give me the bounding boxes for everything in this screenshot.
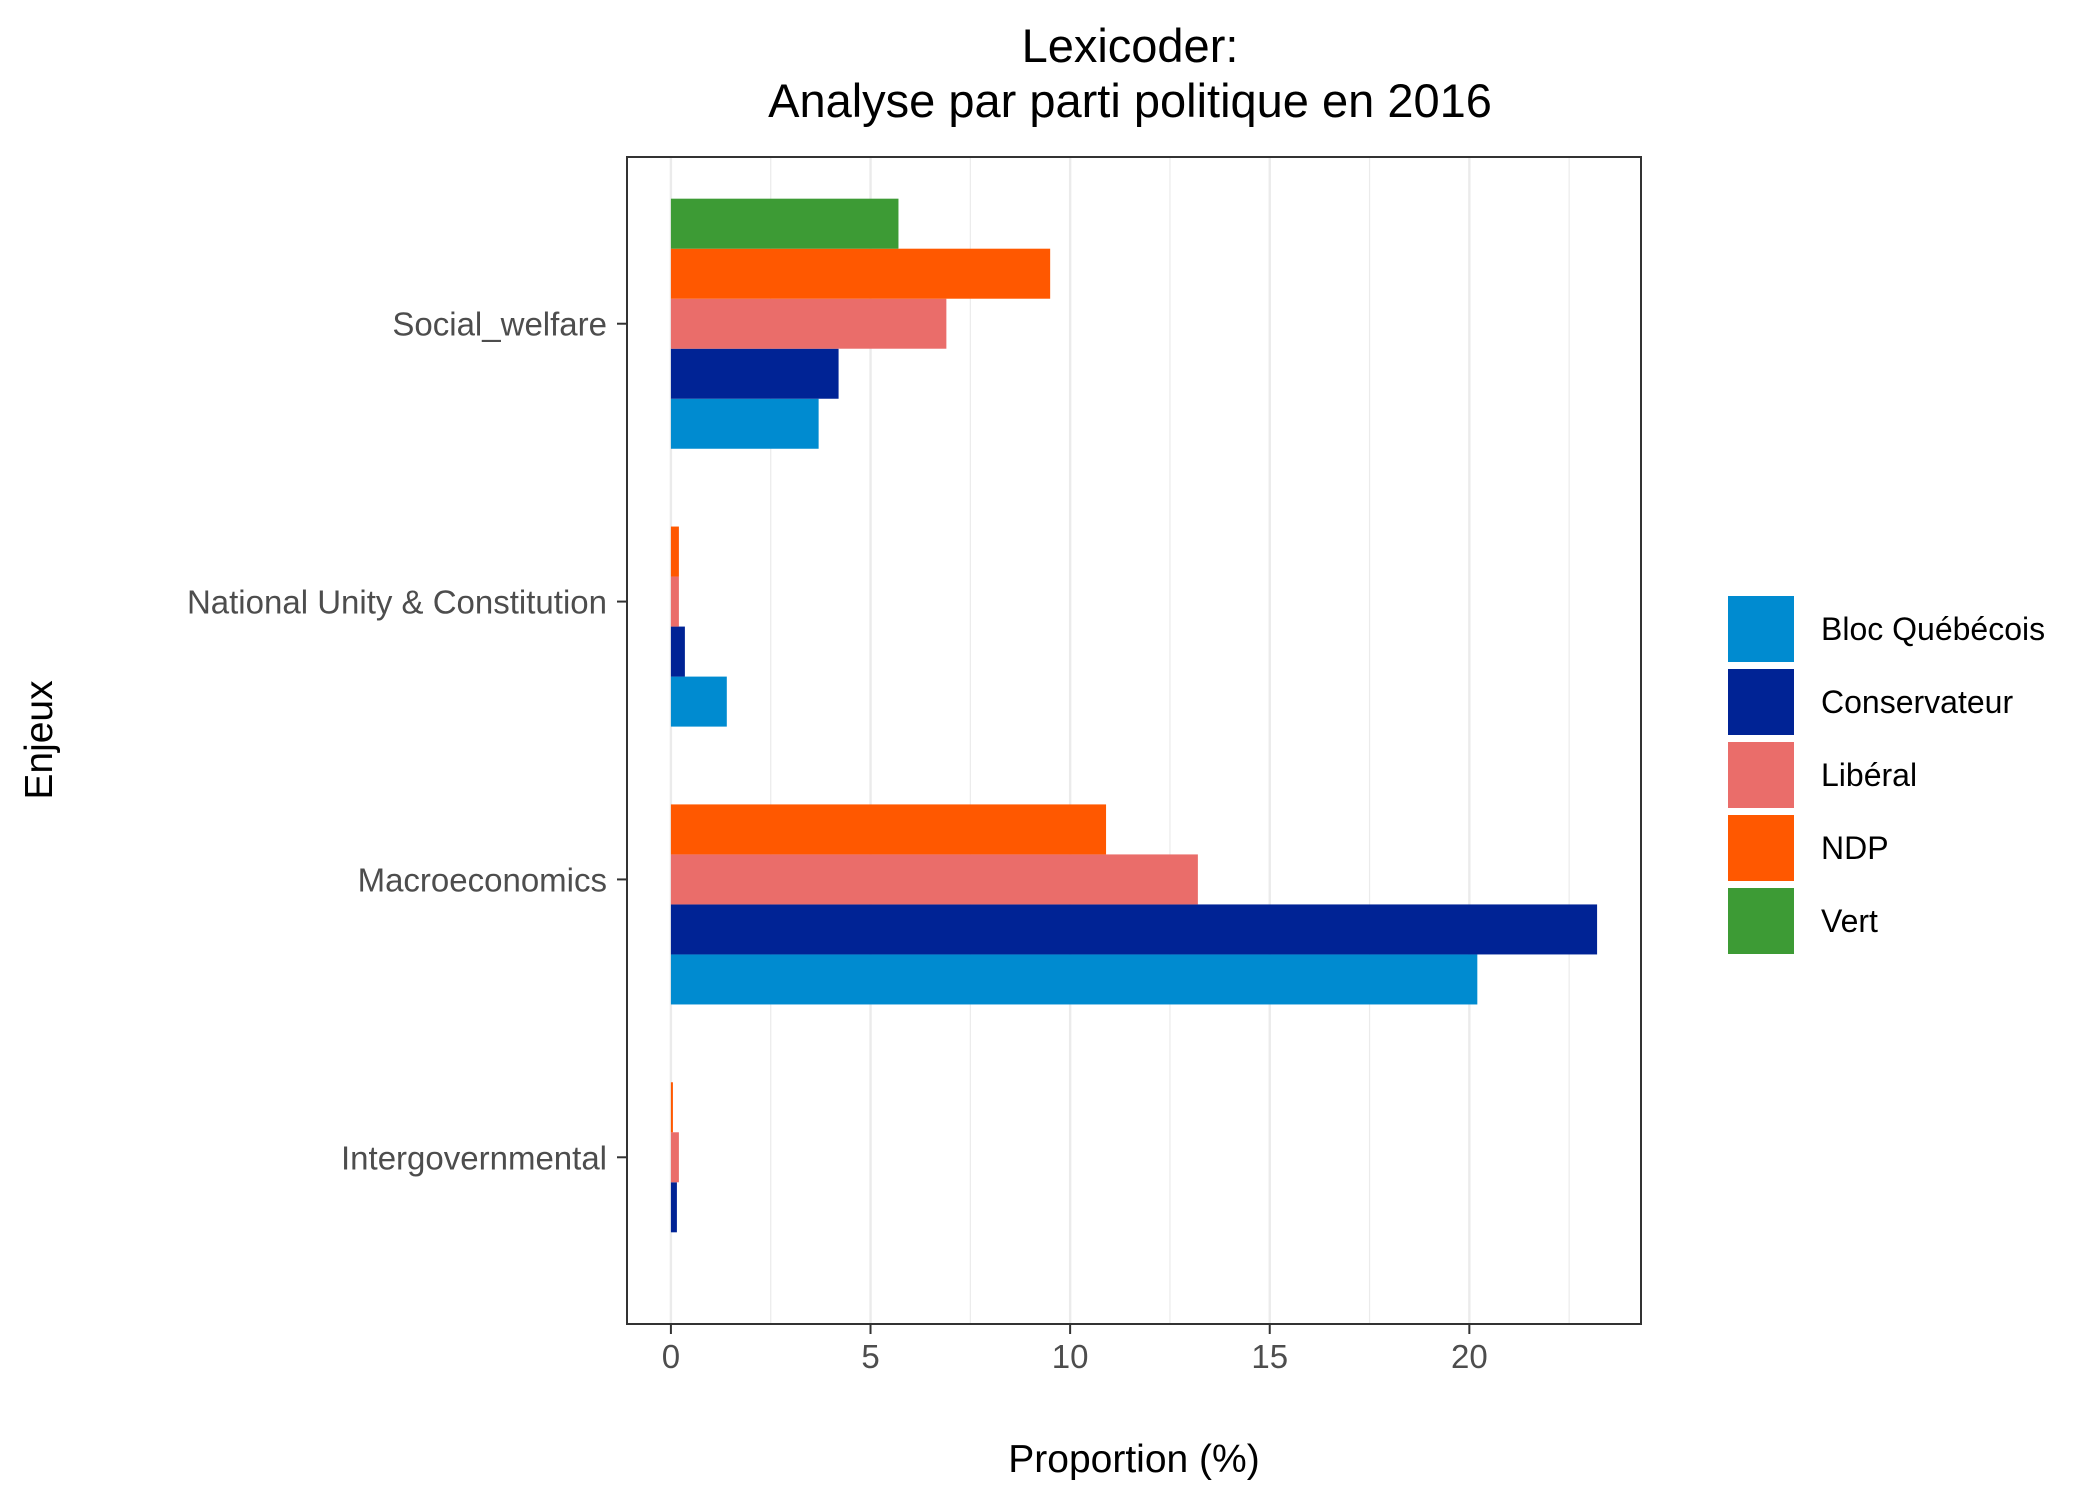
- bar: [670, 576, 679, 627]
- bar: [670, 854, 1198, 905]
- x-tick-label: 15: [1251, 1338, 1288, 1375]
- bar: [670, 804, 1107, 855]
- x-tick-label: 5: [861, 1338, 879, 1375]
- legend-label: Libéral: [1821, 757, 1917, 793]
- y-axis-title: Enjeux: [18, 680, 61, 800]
- y-axis: Social_welfare National Unity & Constitut…: [187, 306, 627, 1176]
- legend-key: [1728, 742, 1794, 808]
- bar: [670, 298, 947, 349]
- y-tick-label: Macroeconomics: [358, 861, 607, 898]
- legend-key: [1728, 669, 1794, 735]
- bar: [670, 1132, 679, 1183]
- bar: [670, 198, 899, 249]
- chart-title-line-2: Analyse par parti politique en 2016: [768, 74, 1492, 127]
- bar: [670, 626, 685, 677]
- y-tick-label: Social_welfare: [392, 306, 607, 343]
- legend-key: [1728, 888, 1794, 954]
- plot-panel-border: [626, 156, 1642, 1325]
- legend-label: NDP: [1821, 830, 1889, 866]
- y-tick-label: National Unity & Constitution: [187, 584, 607, 621]
- bar: [670, 954, 1478, 1005]
- legend-key: [1728, 815, 1794, 881]
- legend-label: Bloc Québécois: [1821, 611, 2045, 647]
- chart-title-line-1: Lexicoder:: [1022, 19, 1239, 72]
- x-tick-label: 10: [1052, 1338, 1089, 1375]
- bar: [670, 904, 1598, 955]
- y-tick-label: Intergovernmental: [341, 1139, 607, 1176]
- bar: [670, 526, 679, 577]
- x-axis: 0 5 10 15 20: [662, 1324, 1488, 1375]
- legend-key: [1728, 596, 1794, 662]
- bar: [670, 676, 727, 727]
- legend-label: Conservateur: [1821, 684, 2013, 720]
- bar: [670, 348, 839, 399]
- bar: [670, 248, 1051, 299]
- x-tick-label: 20: [1451, 1338, 1488, 1375]
- bars: [670, 198, 1598, 1233]
- x-tick-label: 0: [662, 1338, 680, 1375]
- bar: [670, 1082, 673, 1133]
- legend: Bloc Québécois Conservateur Libéral NDP Vert: [1728, 596, 2045, 954]
- bar: [670, 1182, 677, 1233]
- x-axis-title: Proportion (%): [1008, 1438, 1259, 1481]
- bar: [670, 398, 819, 449]
- legend-label: Vert: [1821, 903, 1878, 939]
